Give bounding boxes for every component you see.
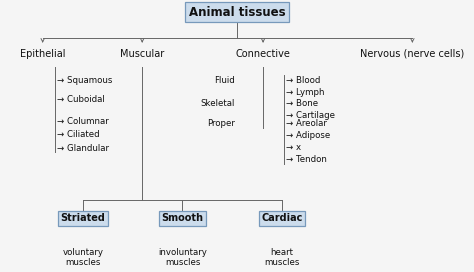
Text: → Lymph: → Lymph	[286, 88, 324, 97]
Text: Connective: Connective	[236, 49, 291, 59]
Text: Striated: Striated	[61, 214, 105, 223]
Text: → Tendon: → Tendon	[286, 154, 327, 164]
Text: → Areolar: → Areolar	[286, 119, 327, 128]
Text: voluntary
muscles: voluntary muscles	[63, 248, 103, 267]
Text: → Glandular: → Glandular	[57, 144, 109, 153]
Text: Animal tissues: Animal tissues	[189, 6, 285, 19]
Text: → Bone: → Bone	[286, 99, 318, 108]
Text: → Ciliated: → Ciliated	[57, 130, 100, 139]
Text: Fluid: Fluid	[214, 76, 235, 85]
Text: → Columnar: → Columnar	[57, 116, 109, 126]
Text: involuntary
muscles: involuntary muscles	[158, 248, 207, 267]
Text: Muscular: Muscular	[120, 49, 164, 59]
Text: Skeletal: Skeletal	[200, 99, 235, 108]
Text: → x: → x	[286, 143, 301, 152]
Text: → Cuboidal: → Cuboidal	[57, 95, 105, 104]
Text: → Adipose: → Adipose	[286, 131, 330, 141]
Text: heart
muscles: heart muscles	[264, 248, 300, 267]
Text: → Blood: → Blood	[286, 76, 320, 85]
Text: Cardiac: Cardiac	[261, 214, 303, 223]
Text: Nervous (nerve cells): Nervous (nerve cells)	[360, 49, 465, 59]
Text: Epithelial: Epithelial	[20, 49, 65, 59]
Text: Proper: Proper	[207, 119, 235, 128]
Text: Smooth: Smooth	[162, 214, 203, 223]
Text: → Squamous: → Squamous	[57, 76, 112, 85]
Text: → Cartilage: → Cartilage	[286, 111, 335, 120]
